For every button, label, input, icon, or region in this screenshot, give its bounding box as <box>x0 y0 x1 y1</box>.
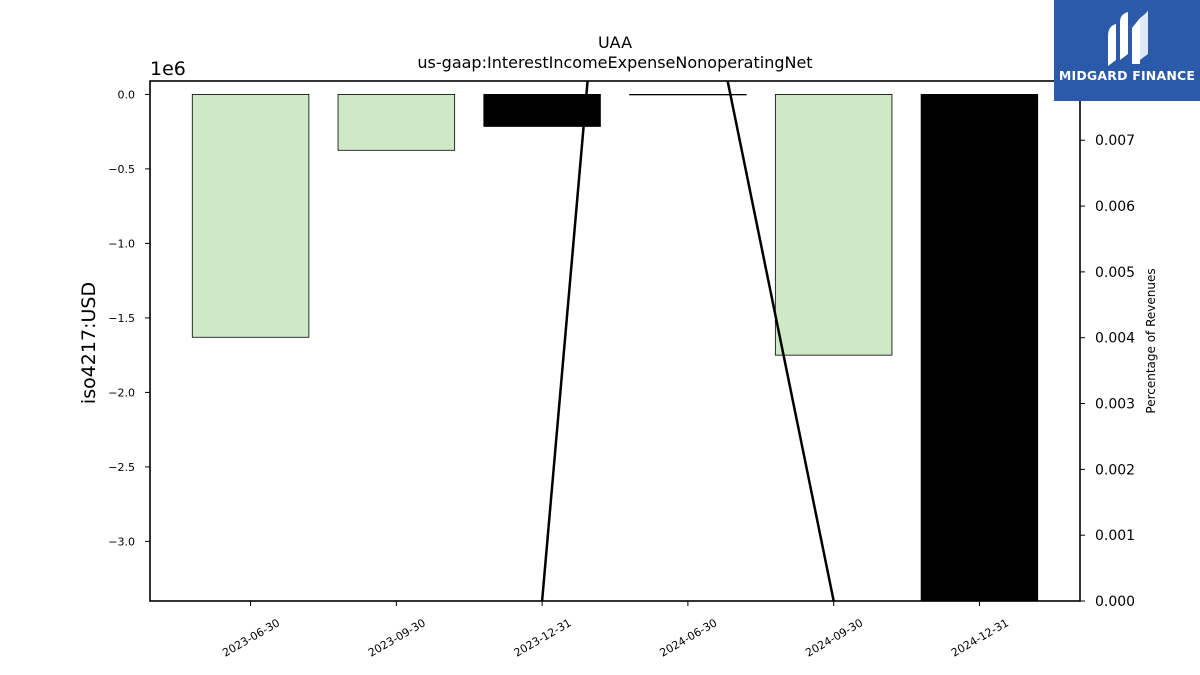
y2-tick-label: 0.000 <box>1095 594 1135 610</box>
x-tick-label: 2024-09-30 <box>803 616 865 659</box>
y-tick-label: −2.5 <box>108 461 135 474</box>
bar-2024-12-31 <box>920 94 1039 601</box>
x-tick-label: 2023-06-30 <box>220 616 282 659</box>
chart-title: UAA <box>598 33 632 52</box>
x-tick-label: 2023-12-31 <box>512 616 574 659</box>
y-tick-label: −1.0 <box>108 237 135 250</box>
y2-tick-label: 0.004 <box>1095 331 1135 347</box>
x-tick-label: 2023-09-30 <box>366 616 428 659</box>
logo-text: MIDGARD FINANCE <box>1058 68 1196 83</box>
y2-tick-label: 0.003 <box>1095 397 1135 413</box>
bar-2023-12-31 <box>483 94 601 127</box>
bar-2023-06-30 <box>191 94 310 338</box>
y2-axis-label: Percentage of Revenues <box>1144 268 1158 413</box>
bar-2023-09-30 <box>337 94 456 151</box>
bar-2024-06-30 <box>629 94 747 96</box>
y2-tick-label: 0.006 <box>1095 199 1135 215</box>
y2-tick-label: 0.001 <box>1095 528 1135 544</box>
y-tick-label: −2.0 <box>108 386 135 399</box>
y-axis-label: iso4217:USD <box>78 282 100 404</box>
y-axis-multiplier: 1e6 <box>150 58 186 80</box>
bar-2024-09-30 <box>774 94 893 356</box>
y-tick-label: −0.5 <box>108 163 135 176</box>
midgard-logo-icon <box>1108 10 1148 66</box>
x-tick-label: 2024-12-31 <box>949 616 1011 659</box>
x-tick-label: 2024-06-30 <box>658 616 720 659</box>
percentage-line <box>540 81 835 601</box>
y-tick-label: 0.0 <box>118 88 136 101</box>
y2-tick-label: 0.005 <box>1095 265 1135 281</box>
y2-tick-label: 0.007 <box>1095 133 1135 149</box>
plot-frame <box>149 80 1081 602</box>
y-tick-label: −1.5 <box>108 312 135 325</box>
chart-subtitle: us-gaap:InterestIncomeExpenseNonoperatin… <box>417 53 812 72</box>
y-tick-label: −3.0 <box>108 535 135 548</box>
midgard-logo: MIDGARD FINANCE <box>1054 0 1200 101</box>
y2-tick-label: 0.002 <box>1095 462 1135 478</box>
